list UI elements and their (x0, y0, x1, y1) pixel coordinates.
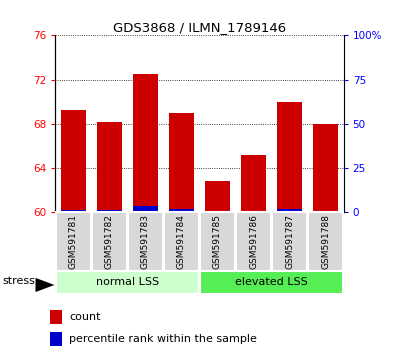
Text: percentile rank within the sample: percentile rank within the sample (69, 334, 257, 344)
Bar (313, 211, 338, 212)
Bar (128, 212, 163, 271)
Bar (205, 181, 230, 212)
Text: elevated LSS: elevated LSS (235, 277, 308, 287)
Bar (56, 271, 199, 294)
Text: GSM591785: GSM591785 (213, 214, 222, 269)
Bar (50, 332, 62, 346)
Bar (169, 209, 194, 212)
Bar (241, 155, 266, 212)
Bar (56, 212, 90, 271)
Text: GSM591787: GSM591787 (285, 214, 294, 269)
Text: GSM591786: GSM591786 (249, 214, 258, 269)
Text: GSM591783: GSM591783 (141, 214, 150, 269)
Bar (313, 124, 338, 212)
Bar (169, 113, 194, 212)
Bar (97, 122, 122, 212)
Bar (133, 206, 158, 212)
Text: GSM591784: GSM591784 (177, 214, 186, 269)
Bar (50, 310, 62, 324)
Bar (61, 109, 86, 212)
Polygon shape (36, 278, 55, 292)
Title: GDS3868 / ILMN_1789146: GDS3868 / ILMN_1789146 (113, 21, 286, 34)
Bar (200, 212, 235, 271)
Bar (164, 212, 199, 271)
Text: GSM591788: GSM591788 (321, 214, 330, 269)
Bar (272, 212, 307, 271)
Bar (241, 211, 266, 212)
Bar (133, 74, 158, 212)
Bar (277, 102, 302, 212)
Bar (61, 210, 86, 212)
Text: stress: stress (3, 276, 36, 286)
Text: GSM591782: GSM591782 (105, 214, 114, 269)
Bar (308, 212, 343, 271)
Text: GSM591781: GSM591781 (69, 214, 78, 269)
Bar (97, 210, 122, 212)
Bar (200, 271, 343, 294)
Bar (277, 209, 302, 212)
Bar (205, 211, 230, 212)
Text: normal LSS: normal LSS (96, 277, 159, 287)
Bar (236, 212, 271, 271)
Text: count: count (69, 312, 101, 322)
Bar (92, 212, 127, 271)
